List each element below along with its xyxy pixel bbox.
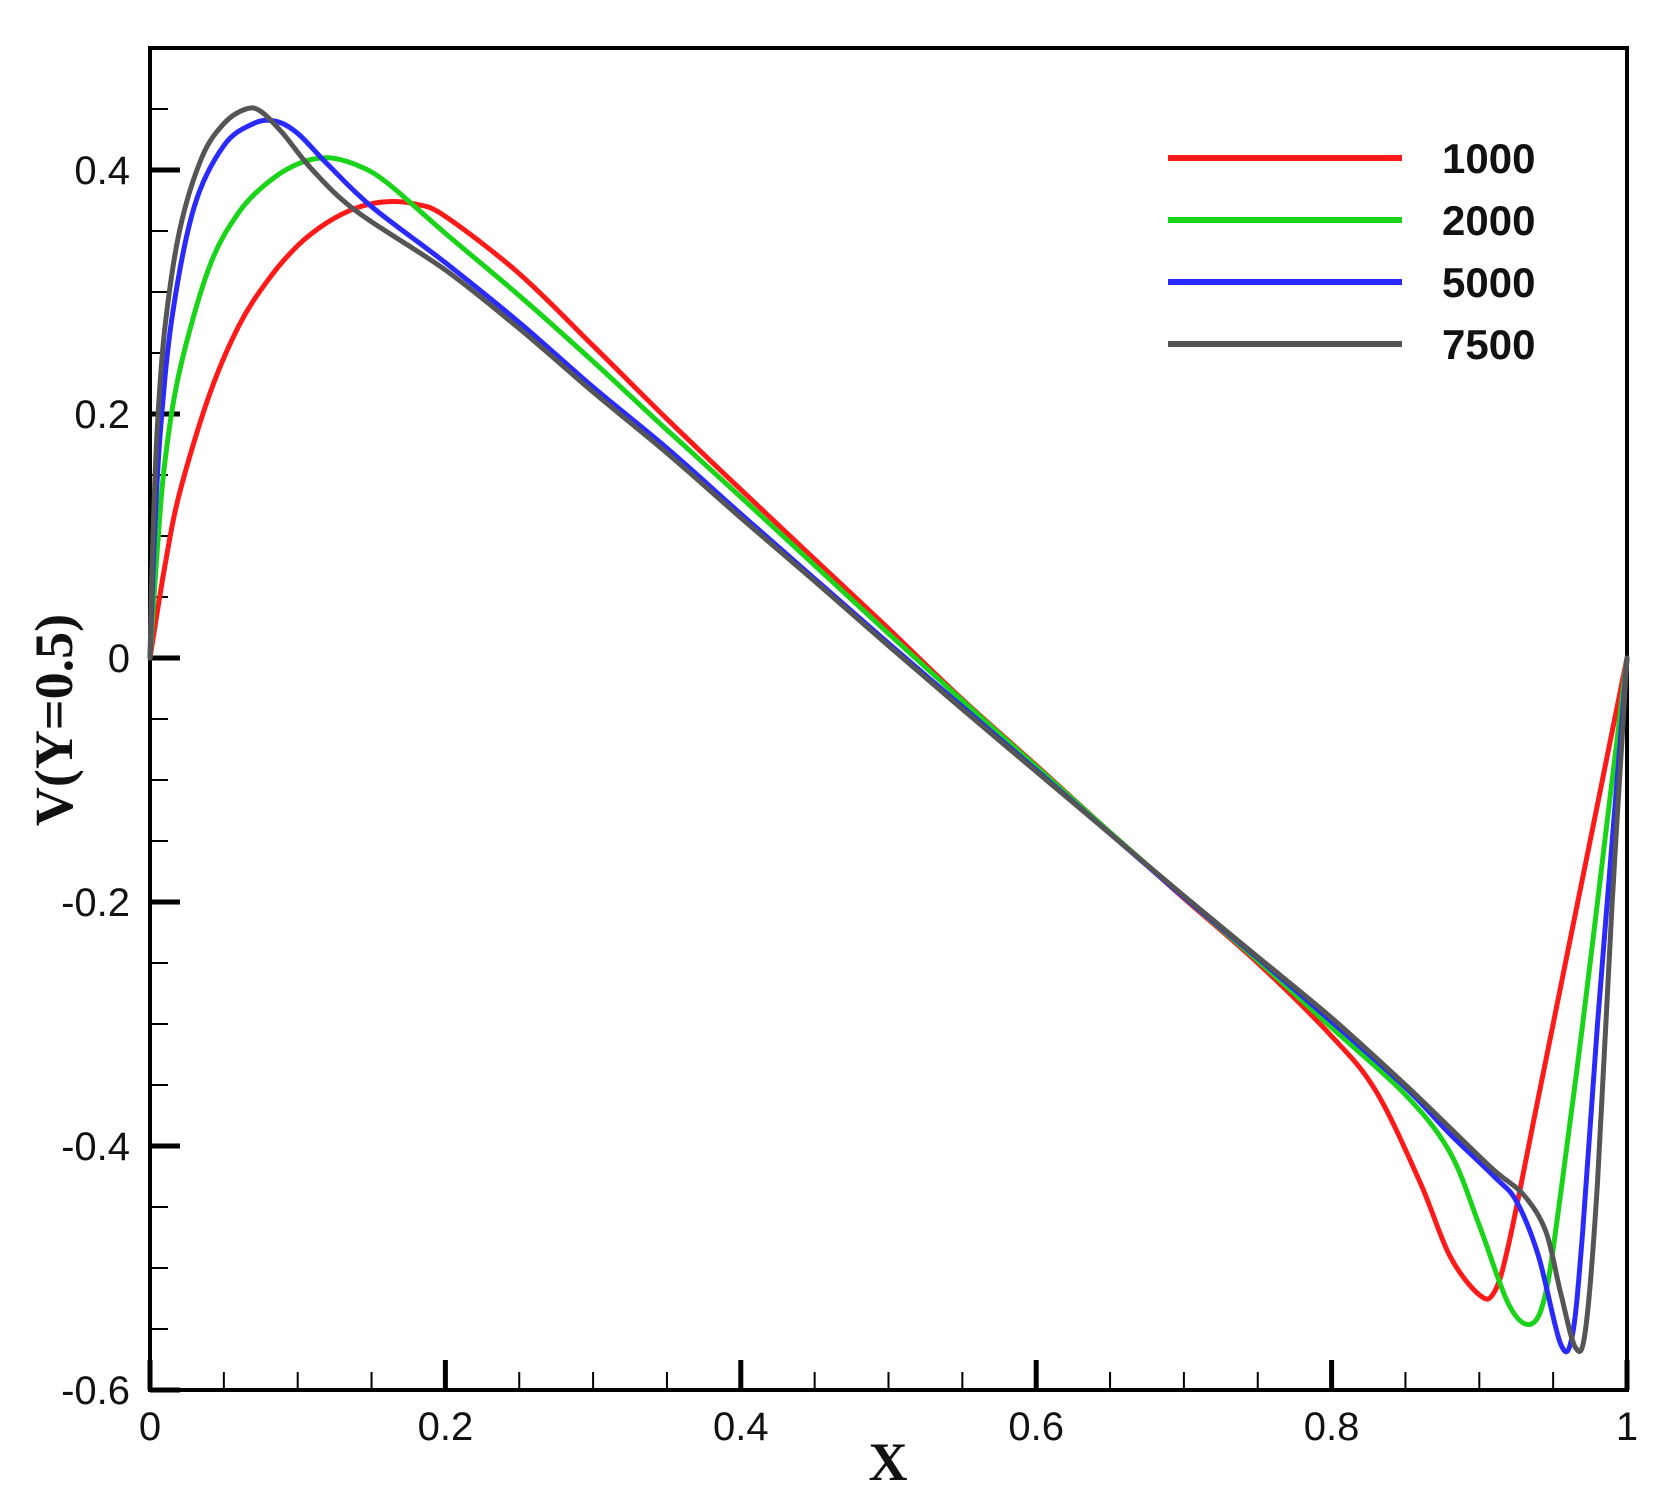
y-tick-label: 0.2: [74, 393, 130, 437]
y-tick-label: -0.6: [61, 1369, 130, 1413]
major-ticks: [147, 167, 1630, 1393]
legend-label-1000: 1000: [1442, 135, 1535, 182]
legend-label-5000: 5000: [1442, 259, 1535, 306]
x-tick-label: 0: [139, 1405, 161, 1449]
x-tick-label: 0.6: [1008, 1405, 1064, 1449]
x-tick-label: 1: [1616, 1405, 1638, 1449]
y-tick-label: 0: [108, 637, 130, 681]
y-tick-labels: -0.6 -0.4 -0.2 0 0.2 0.4: [61, 149, 130, 1413]
x-tick-label: 0.2: [418, 1405, 474, 1449]
legend-label-2000: 2000: [1442, 197, 1535, 244]
series-line-7500: [147, 105, 1630, 1354]
series-line-2000: [147, 155, 1630, 1328]
y-axis-title: V(Y=0.5): [24, 614, 84, 826]
series-line-5000: [147, 117, 1630, 1355]
minor-ticks: [149, 47, 1628, 1391]
y-tick-label: -0.4: [61, 1125, 130, 1169]
x-tick-label: 0.8: [1304, 1405, 1360, 1449]
y-tick-label: 0.4: [74, 149, 130, 193]
legend: 1000 2000 5000 7500: [1168, 135, 1535, 368]
x-axis-title: X: [869, 1432, 908, 1487]
y-tick-label: -0.2: [61, 881, 130, 925]
series-lines: [147, 105, 1630, 1355]
plot-frame: [148, 46, 1629, 1392]
x-tick-labels: 0 0.2 0.4 0.6 0.8 1: [139, 1405, 1638, 1449]
series-line-1000: [147, 198, 1630, 1302]
legend-label-7500: 7500: [1442, 321, 1535, 368]
x-tick-label: 0.4: [713, 1405, 769, 1449]
